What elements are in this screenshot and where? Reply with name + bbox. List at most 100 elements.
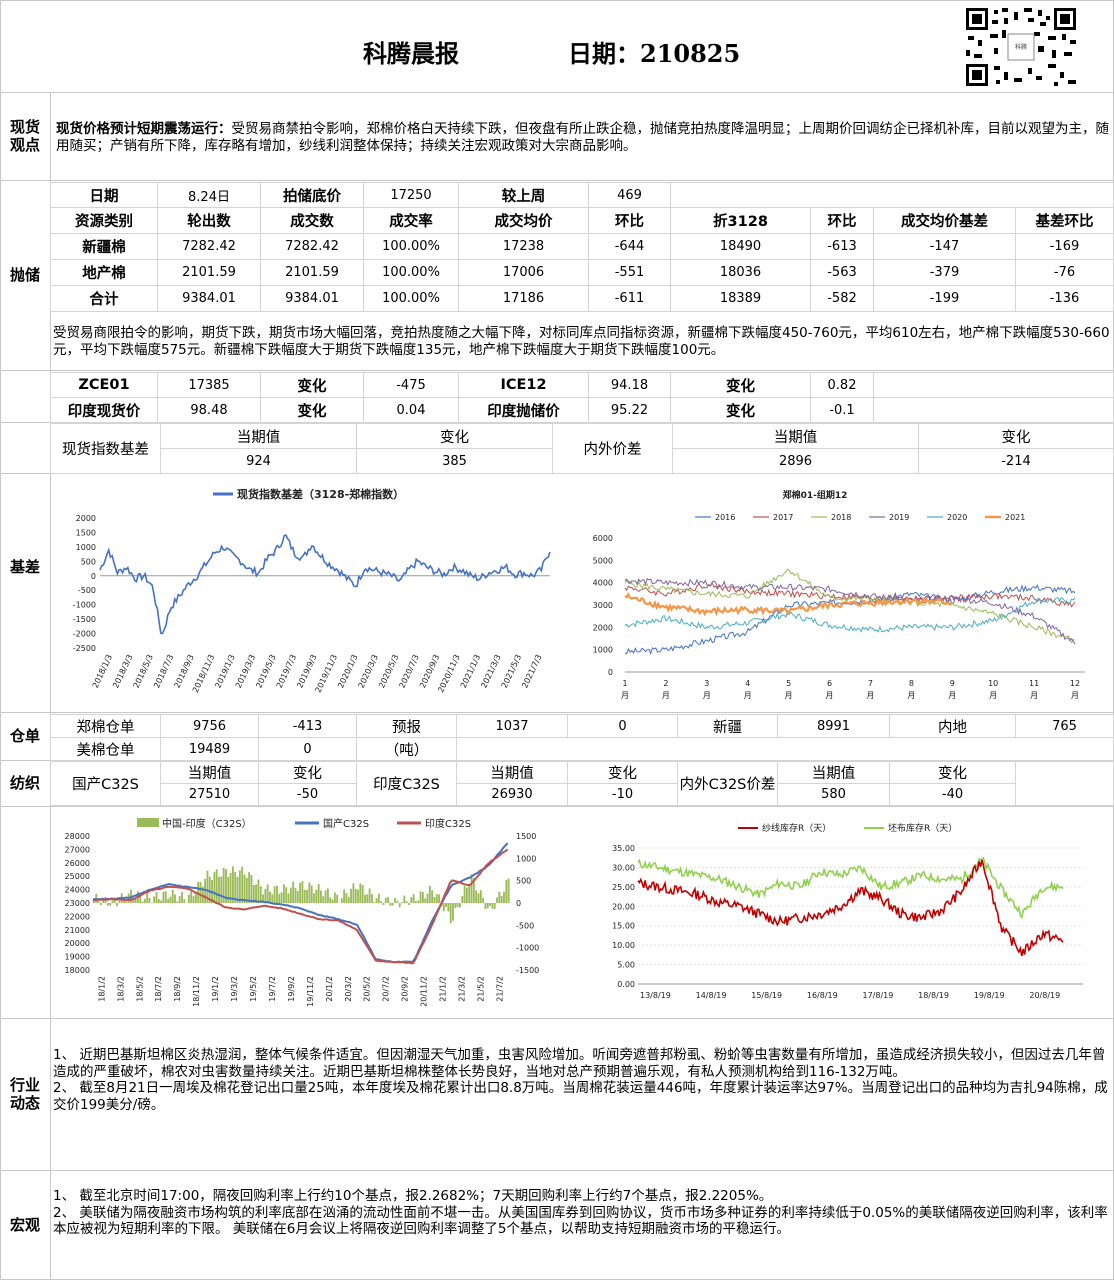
spread-bar — [475, 890, 478, 903]
spread-bar — [465, 887, 468, 903]
x-tick-label: 2018/7/3 — [152, 653, 175, 689]
x-tick-label: 18/3/2 — [116, 976, 125, 1002]
x-tick-label: 2018/5/3 — [132, 653, 155, 689]
x-tick-label: 2019/9/3 — [295, 653, 318, 689]
column-header: 当期值 — [160, 761, 259, 784]
spread-bar — [459, 903, 461, 908]
spread-bar — [442, 903, 445, 912]
spread-bar — [419, 891, 422, 903]
auction-note: 受贸易商限拍令的影响，期货下跌，期货市场大幅回落，竞拍热度随之大幅下降，对标同库… — [53, 325, 1110, 358]
spread-bar — [287, 893, 290, 903]
auction-empty — [670, 182, 1114, 208]
spread-bar — [412, 894, 415, 903]
spread-bar — [472, 877, 475, 903]
industry-text: 1、 近期巴基斯坦棉区炎热湿润，整体气候条件适宜。但因潮湿天气加重，虫害风险增加… — [53, 1047, 1111, 1113]
table-cell: 100.00% — [363, 233, 459, 260]
table-cell: 19489 — [160, 737, 259, 761]
spread-bar — [431, 890, 434, 903]
table-cell: 100.00% — [363, 285, 459, 312]
spread-bar — [225, 869, 227, 903]
spread-bar — [384, 897, 387, 903]
y-tick-label: 2000 — [76, 514, 96, 523]
y-tick-label: 1000 — [593, 646, 613, 655]
unit-label: （吨） — [356, 737, 457, 761]
table-cell: 0 — [567, 714, 678, 738]
spread-bar — [111, 898, 114, 903]
macro-item-1: 1、 截至北京时间17:00，隔夜回购利率上行约10个基点，报2.2682%；7… — [53, 1188, 773, 1204]
x-tick-label: 18/1/2 — [97, 976, 106, 1002]
chart-zce-spread: 郑棉01-组期12 2016 2017 2018 2019 2020 2021 6000 500… — [585, 482, 1105, 710]
x-tick-label: 11 — [1029, 679, 1039, 688]
table-cell: -50 — [258, 783, 357, 806]
spread-bar — [241, 866, 244, 903]
legend-label: 印度C32S — [425, 817, 471, 830]
y-tick-label: 500 — [81, 557, 96, 566]
spot-view-text: 现货价格预计短期震荡运行：受贸易商禁拍令影响，郑棉价格白天持续下跌，但夜盘有所止… — [56, 121, 1110, 154]
spread-bar — [269, 891, 271, 903]
row-label: 印度现货价 — [50, 397, 158, 423]
column-header: 当期值 — [456, 761, 568, 784]
x-tick-unit: 月 — [1030, 691, 1038, 700]
empty-cell — [456, 737, 1114, 761]
column-header: 环比 — [810, 207, 874, 234]
auction-header-row: 资源类别 轮出数 成交数 成交率 成交均价 环比 折3128 环比 成交均价基差… — [50, 207, 1114, 234]
table-cell: 0 — [258, 737, 357, 761]
spread-bar — [438, 894, 441, 903]
series-line-2020 — [624, 597, 1076, 633]
series-line-2019 — [624, 577, 1076, 645]
series-line-2017 — [624, 582, 1076, 608]
spread-bar — [273, 886, 276, 903]
spread-bar — [301, 881, 304, 903]
legend-label: 2021 — [1005, 513, 1025, 522]
spread-bar — [285, 887, 288, 903]
x-tick-label: 14/8/19 — [696, 991, 727, 1000]
spread-bar — [264, 888, 267, 903]
row-label: 变化 — [670, 372, 811, 398]
table-cell: -40 — [889, 783, 1016, 806]
x-tick-label: 19/5/2 — [249, 976, 258, 1002]
y2-tick-label: 0 — [516, 899, 521, 908]
spread-bar — [134, 898, 137, 903]
y-tick-label: -2000 — [73, 630, 96, 639]
legend-label: 2018 — [831, 513, 851, 522]
spread-bar — [296, 890, 299, 903]
column-header: 成交率 — [363, 207, 459, 234]
y-tick-label: 30.00 — [612, 863, 635, 872]
y-tick-label: 1000 — [76, 543, 96, 552]
x-tick-unit: 月 — [662, 691, 670, 700]
table-cell: -475 — [363, 372, 459, 398]
x-tick-label: 15/8/19 — [751, 991, 782, 1000]
fabric-inventory-line — [637, 856, 1064, 920]
y-tick-label: 0.00 — [617, 980, 635, 989]
spread-bar — [222, 867, 225, 903]
row-label: 新疆棉 — [50, 233, 158, 260]
x-tick-unit: 月 — [785, 691, 793, 700]
spread-bar — [181, 891, 183, 903]
table-cell: -147 — [873, 233, 1016, 260]
x-tick-label: 19/8/19 — [974, 991, 1005, 1000]
spread-bar — [331, 899, 334, 903]
table-cell: 765 — [1015, 714, 1114, 738]
table-cell: -644 — [588, 233, 671, 260]
spread-bar — [320, 890, 322, 903]
spread-bar — [153, 896, 156, 903]
table-cell: -0.1 — [810, 397, 874, 423]
x-tick-label: 18/7/2 — [154, 976, 163, 1002]
spread-bar — [118, 900, 121, 903]
table-row: 美棉仓单 19489 0 （吨） — [50, 737, 1114, 761]
spread-bar — [387, 897, 390, 903]
spread-bar — [345, 892, 348, 903]
x-tick-label: 2021/1/3 — [459, 653, 482, 689]
x-tick-label: 2021/5/3 — [500, 653, 523, 689]
x-tick-label: 2019/1/3 — [213, 653, 236, 689]
column-header: 成交均价基差 — [873, 207, 1016, 234]
table-cell: -169 — [1015, 233, 1114, 260]
row-label: 印度抛储价 — [458, 397, 589, 423]
spread-label: 内外价差 — [552, 423, 673, 474]
x-tick-label: 16/8/19 — [807, 991, 838, 1000]
y-tick-label: -1500 — [73, 615, 96, 624]
spread-bar — [401, 901, 403, 903]
x-tick-label: 18/11/2 — [192, 976, 201, 1007]
table-cell: 18036 — [670, 259, 811, 286]
column-header: 当期值 — [777, 761, 890, 784]
